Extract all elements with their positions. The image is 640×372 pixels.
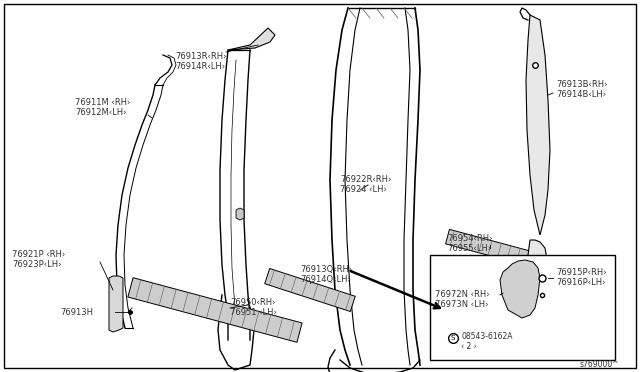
Text: s769000^: s769000^ [580, 360, 620, 369]
Text: 76913Q‹RH›
76914Q‹LH›: 76913Q‹RH› 76914Q‹LH› [300, 265, 352, 285]
Polygon shape [526, 240, 550, 348]
Text: 76954‹RH›
76955‹LH›: 76954‹RH› 76955‹LH› [447, 234, 493, 253]
Polygon shape [128, 278, 302, 342]
Text: 76913B‹RH›
76914B‹LH›: 76913B‹RH› 76914B‹LH› [556, 80, 607, 99]
Text: 76950‹RH›
76951 ‹LH›: 76950‹RH› 76951 ‹LH› [230, 298, 277, 317]
Polygon shape [526, 15, 550, 235]
Polygon shape [445, 230, 534, 267]
Bar [430, 255, 615, 360]
Polygon shape [236, 208, 244, 220]
Polygon shape [228, 28, 275, 50]
Polygon shape [265, 269, 355, 311]
Text: 76921P ‹RH›
76923P‹LH›: 76921P ‹RH› 76923P‹LH› [12, 250, 65, 269]
Text: 76911M ‹RH›
76912M‹LH›: 76911M ‹RH› 76912M‹LH› [75, 98, 131, 118]
Text: 76913H: 76913H [60, 308, 93, 317]
Polygon shape [539, 290, 552, 305]
Text: 76915P‹RH›
76916P‹LH›: 76915P‹RH› 76916P‹LH› [556, 268, 607, 288]
Text: 76972N ‹RH›
76973N ‹LH›: 76972N ‹RH› 76973N ‹LH› [435, 290, 490, 310]
Text: 08543-6162A
‹ 2 ›: 08543-6162A ‹ 2 › [461, 332, 513, 352]
Text: S: S [451, 335, 455, 341]
Text: 76913R‹RH›
76914R‹LH›: 76913R‹RH› 76914R‹LH› [175, 52, 227, 71]
Polygon shape [500, 260, 540, 318]
Text: 76922R‹RH›
76924 ‹LH›: 76922R‹RH› 76924 ‹LH› [340, 175, 392, 195]
Polygon shape [109, 276, 123, 332]
